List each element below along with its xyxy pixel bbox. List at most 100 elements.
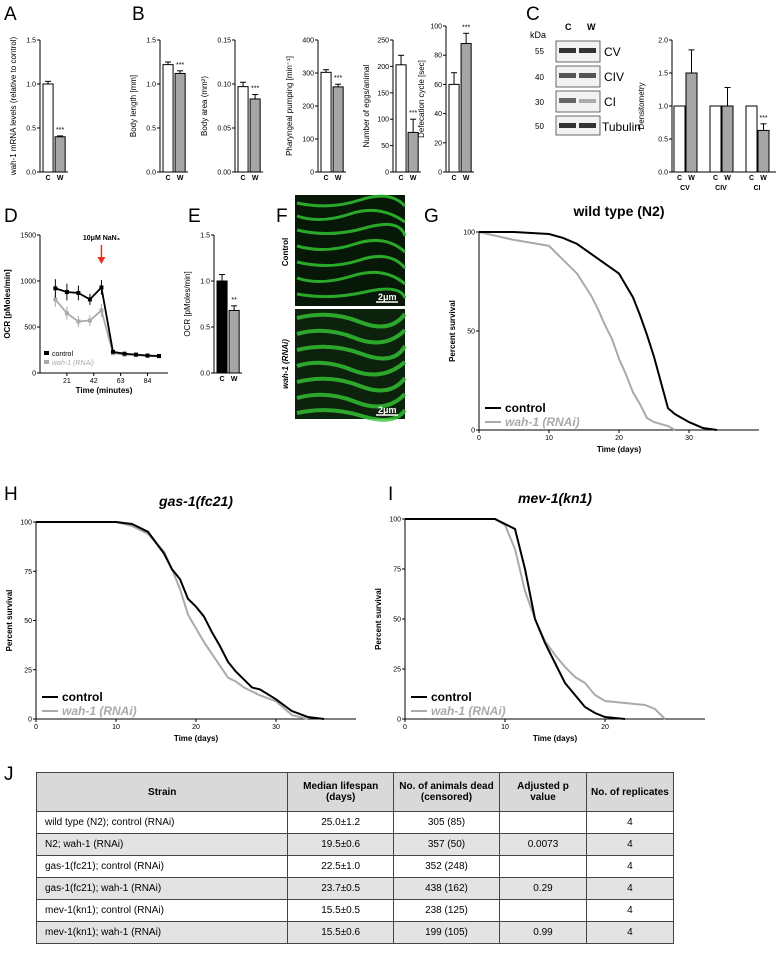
table-cell-median: 23.7±0.5 (287, 877, 394, 900)
significance-stars: *** (251, 86, 259, 93)
bar (721, 105, 734, 173)
table-cell-p (499, 811, 587, 834)
table-body: wild type (N2); control (RNAi) 25.0±1.2 30… (35, 811, 675, 944)
chart-title: gas-1(fc21) (158, 493, 233, 509)
header-strain: Strain (35, 772, 289, 812)
bar (42, 83, 54, 173)
panel-label-c: C (526, 4, 540, 25)
x-tick-label: 30 (685, 435, 693, 442)
y-tick-label: 0.0 (26, 170, 36, 177)
blot-strip-tubulin (555, 115, 601, 136)
x-tick-label: 0 (477, 435, 481, 442)
table-cell-dead: 238 (125) (392, 899, 501, 922)
data-point (53, 286, 58, 291)
y-tick-label: 50 (24, 618, 32, 625)
bar (757, 129, 770, 173)
significance-stars: *** (409, 110, 417, 117)
y-tick-label: 200 (302, 104, 314, 111)
blot-band (559, 123, 576, 128)
y-tick-label: 0 (438, 170, 442, 177)
blot-kda-label: kDa (530, 30, 546, 40)
significance-stars: *** (176, 62, 184, 69)
bar (395, 64, 407, 173)
x-tick-label: C (749, 175, 754, 182)
x-tick-label: 30 (272, 724, 280, 731)
table-cell-reps: 4 (585, 921, 675, 944)
blot-label-civ: CIV (604, 70, 624, 84)
table-cell-median: 25.0±1.2 (287, 811, 394, 834)
blot-lane-w: W (587, 22, 596, 32)
bar (216, 280, 228, 374)
panel-label-b: B (132, 4, 145, 25)
chart-b-eggs: 0 50 100 150 200 250 Number of eggs/animal C W **… (362, 38, 421, 182)
data-point (64, 290, 69, 295)
group-label: CIV (715, 185, 727, 192)
x-tick-label: C (677, 175, 682, 182)
table-cell-reps: 4 (585, 899, 675, 922)
group-label: CI (754, 185, 761, 192)
x-tick-label: W (177, 175, 184, 182)
panel-label-h: H (4, 484, 18, 505)
micrographs: Control wah-1 (RNAi) 2μm 2μm (281, 194, 407, 422)
group-label: CV (680, 185, 690, 192)
blot-marker-30: 30 (535, 98, 544, 107)
legend-control: control (62, 690, 103, 704)
table-row: gas-1(fc21); control (RNAi) 22.5±1.0 352 (… (35, 855, 675, 878)
y-tick-label: 75 (393, 567, 401, 574)
header-dead: No. of animals dead (censored) (392, 772, 501, 812)
data-point (64, 311, 69, 316)
x-tick-label: W (252, 175, 259, 182)
blot-strip-civ (555, 65, 601, 88)
blot-marker-40: 40 (535, 73, 544, 82)
survival-curve (479, 231, 718, 431)
bar (673, 105, 686, 173)
y-axis-label: Defecation cycle [sec] (417, 60, 426, 138)
y-tick-label: 80 (434, 53, 442, 60)
table-cell-dead: 357 (50) (392, 833, 501, 856)
bar (745, 105, 758, 173)
blot-label-ci: CI (604, 95, 616, 109)
table-cell-dead: 305 (85) (392, 811, 501, 834)
survival-curve (36, 521, 309, 720)
y-tick-label: 100 (302, 137, 314, 144)
arrow-head (97, 257, 106, 264)
blot-band (579, 48, 596, 53)
blot-marker-50: 50 (535, 122, 544, 131)
data-point (53, 297, 58, 302)
x-tick-label: C (324, 175, 329, 182)
y-axis-label: Densitometry (637, 82, 646, 129)
bar (709, 105, 722, 173)
x-tick-label: 20 (615, 435, 623, 442)
data-point (122, 351, 127, 356)
table-cell-reps: 4 (585, 877, 675, 900)
x-axis-label: Time (days) (533, 734, 578, 743)
micrograph-label-control: Control (281, 238, 290, 266)
table-cell-strain: wild type (N2); control (RNAi) (35, 811, 289, 834)
y-tick-label: 0 (28, 717, 32, 724)
x-tick-label: W (760, 175, 767, 182)
table-cell-reps: 4 (585, 833, 675, 856)
table-cell-median: 19.5±0.6 (287, 833, 394, 856)
y-tick-label: 1.0 (146, 82, 156, 89)
nan3-annotation: 10μM NaN₃ (83, 235, 120, 242)
y-axis-label: Percent survival (374, 588, 383, 650)
x-tick-label: C (399, 175, 404, 182)
blot-band (579, 123, 596, 128)
data-point (134, 352, 138, 357)
x-tick-label: 42 (90, 378, 98, 385)
x-tick-label: 10 (112, 724, 120, 731)
survival-curve (405, 518, 666, 720)
blot-band (559, 73, 576, 78)
y-tick-label: 400 (302, 38, 314, 45)
table-cell-reps: 4 (585, 811, 675, 834)
x-axis-label: Time (days) (597, 445, 642, 454)
chart-h-survival-gas1: 0 25 50 75 100 0 10 20 30 Time (days) Percent surv… (5, 493, 356, 743)
blot-label-tubulin: Tubulin (602, 120, 641, 134)
y-tick-label: 25 (24, 667, 32, 674)
bar (448, 83, 460, 173)
x-tick-label: W (57, 175, 64, 182)
table-cell-median: 15.5±0.5 (287, 899, 394, 922)
data-point (145, 353, 150, 358)
y-tick-label: 40 (434, 111, 442, 118)
x-axis-label: Time (minutes) (76, 386, 133, 395)
